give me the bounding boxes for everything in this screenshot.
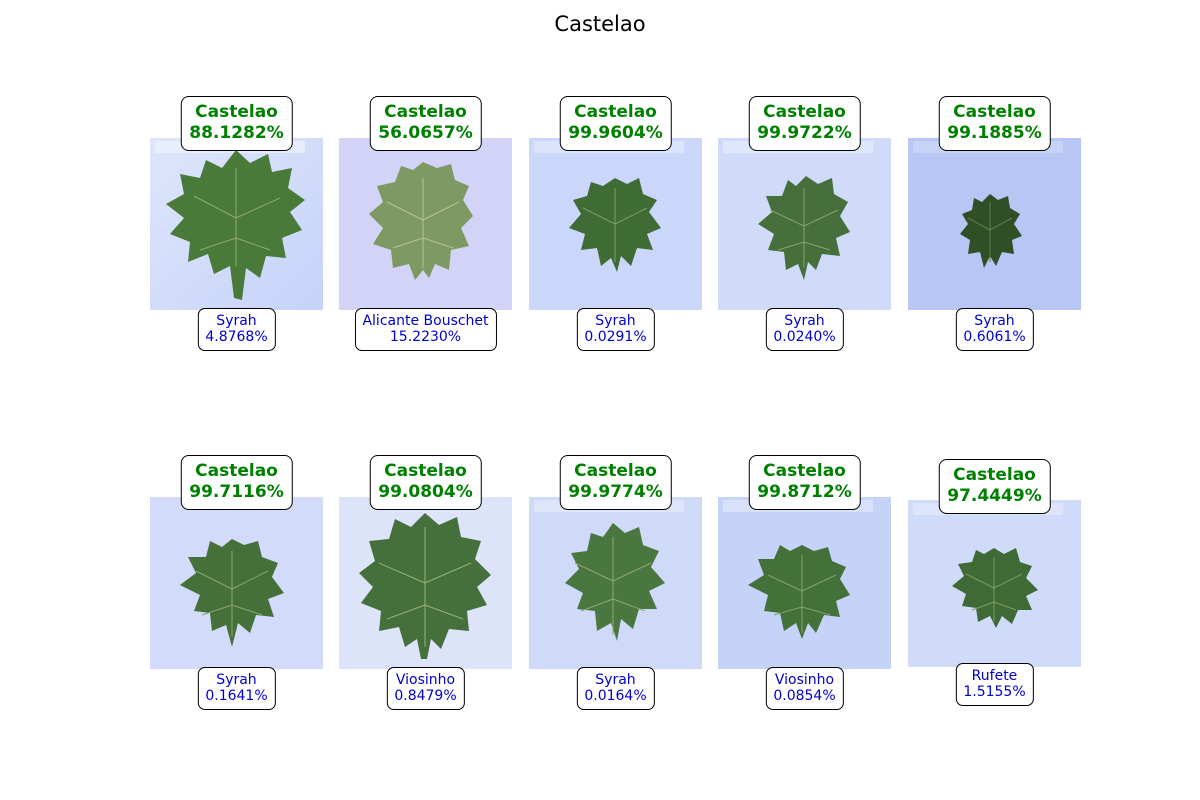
large-leaf-icon bbox=[339, 497, 512, 669]
lobed-leaf-icon bbox=[529, 497, 702, 669]
top-prediction-percent: 99.1885% bbox=[947, 123, 1042, 143]
top-prediction-percent: 99.9722% bbox=[757, 123, 852, 143]
second-prediction-label: Rufete bbox=[971, 668, 1018, 684]
small-dark-leaf-icon bbox=[908, 138, 1081, 310]
top-prediction-label: Castelao bbox=[574, 461, 657, 481]
top-prediction-percent: 99.9604% bbox=[568, 123, 663, 143]
prediction-panel: Castelao 99.9604% Syrah 0.0291% bbox=[529, 96, 702, 356]
top-prediction-box: Castelao 99.0804% bbox=[369, 455, 482, 510]
leaf-photo bbox=[718, 138, 891, 310]
top-prediction-box: Castelao 88.1282% bbox=[180, 96, 293, 151]
top-prediction-box: Castelao 99.1885% bbox=[938, 96, 1051, 151]
second-prediction-label: Syrah bbox=[974, 313, 1015, 329]
second-prediction-label: Viosinho bbox=[395, 672, 456, 688]
leaf-photo bbox=[339, 497, 512, 669]
top-prediction-box: Castelao 99.7116% bbox=[180, 455, 293, 510]
small-leaf-icon bbox=[908, 500, 1081, 667]
second-prediction-percent: 0.0240% bbox=[773, 329, 836, 345]
second-prediction-box: Alicante Bouschet 15.2230% bbox=[354, 308, 497, 351]
second-prediction-box: Syrah 0.6061% bbox=[955, 308, 1034, 351]
figure-title: Castelao bbox=[554, 12, 646, 36]
top-prediction-label: Castelao bbox=[195, 461, 278, 481]
leaf-icon bbox=[718, 138, 891, 310]
second-prediction-percent: 15.2230% bbox=[389, 329, 462, 345]
second-prediction-percent: 0.0164% bbox=[584, 688, 647, 704]
top-prediction-box: Castelao 99.9774% bbox=[559, 455, 672, 510]
prediction-panel: Castelao 99.1885% Syrah 0.6061% bbox=[908, 96, 1081, 356]
top-prediction-box: Castelao 99.9604% bbox=[559, 96, 672, 151]
leaf-photo bbox=[339, 138, 512, 310]
leaf-photo bbox=[529, 138, 702, 310]
second-prediction-label: Syrah bbox=[216, 672, 257, 688]
prediction-panel: Castelao 99.9774% Syrah 0.0164% bbox=[529, 455, 702, 715]
second-prediction-percent: 0.0291% bbox=[584, 329, 647, 345]
prediction-panel: Castelao 56.0657% Alicante Bouschet 15.2… bbox=[339, 96, 512, 356]
lobed-leaf-icon bbox=[529, 138, 702, 310]
second-prediction-percent: 0.0854% bbox=[773, 688, 836, 704]
second-prediction-box: Syrah 0.0291% bbox=[576, 308, 655, 351]
top-prediction-label: Castelao bbox=[763, 461, 846, 481]
top-prediction-label: Castelao bbox=[574, 102, 657, 122]
large-leaf-icon bbox=[150, 138, 323, 310]
second-prediction-box: Syrah 4.8768% bbox=[197, 308, 276, 351]
second-prediction-box: Syrah 0.0240% bbox=[765, 308, 844, 351]
second-prediction-percent: 1.5155% bbox=[963, 684, 1026, 700]
leaf-photo bbox=[150, 138, 323, 310]
top-prediction-label: Castelao bbox=[763, 102, 846, 122]
top-prediction-percent: 99.9774% bbox=[568, 482, 663, 502]
top-prediction-percent: 97.4449% bbox=[947, 486, 1042, 506]
prediction-panel: Castelao 88.1282% Syrah 4.8768% bbox=[150, 96, 323, 356]
top-prediction-label: Castelao bbox=[953, 102, 1036, 122]
second-prediction-label: Syrah bbox=[595, 313, 636, 329]
top-prediction-box: Castelao 97.4449% bbox=[938, 459, 1051, 514]
second-prediction-box: Rufete 1.5155% bbox=[955, 663, 1034, 706]
top-prediction-percent: 99.7116% bbox=[189, 482, 284, 502]
top-prediction-label: Castelao bbox=[384, 461, 467, 481]
second-prediction-label: Alicante Bouschet bbox=[362, 313, 489, 329]
leaf-icon bbox=[718, 497, 891, 669]
second-prediction-percent: 4.8768% bbox=[205, 329, 268, 345]
leaf-photo bbox=[718, 497, 891, 669]
prediction-panel: Castelao 97.4449% Rufete 1.5155% bbox=[908, 459, 1081, 715]
pale-leaf-icon bbox=[339, 138, 512, 310]
top-prediction-percent: 88.1282% bbox=[189, 123, 284, 143]
second-prediction-box: Viosinho 0.8479% bbox=[386, 667, 465, 710]
top-prediction-box: Castelao 99.8712% bbox=[748, 455, 861, 510]
top-prediction-box: Castelao 56.0657% bbox=[369, 96, 482, 151]
leaf-icon bbox=[150, 497, 323, 669]
top-prediction-percent: 99.0804% bbox=[378, 482, 473, 502]
second-prediction-box: Syrah 0.0164% bbox=[576, 667, 655, 710]
leaf-photo bbox=[908, 500, 1081, 667]
prediction-panel: Castelao 99.8712% Viosinho 0.0854% bbox=[718, 455, 891, 715]
second-prediction-percent: 0.6061% bbox=[963, 329, 1026, 345]
leaf-photo bbox=[150, 497, 323, 669]
second-prediction-percent: 0.8479% bbox=[394, 688, 457, 704]
second-prediction-label: Syrah bbox=[595, 672, 636, 688]
prediction-panel: Castelao 99.7116% Syrah 0.1641% bbox=[150, 455, 323, 715]
top-prediction-percent: 56.0657% bbox=[378, 123, 473, 143]
top-prediction-box: Castelao 99.9722% bbox=[748, 96, 861, 151]
second-prediction-label: Syrah bbox=[216, 313, 257, 329]
leaf-photo bbox=[908, 138, 1081, 310]
leaf-photo bbox=[529, 497, 702, 669]
second-prediction-box: Syrah 0.1641% bbox=[197, 667, 276, 710]
prediction-panel: Castelao 99.9722% Syrah 0.0240% bbox=[718, 96, 891, 356]
prediction-panel: Castelao 99.0804% Viosinho 0.8479% bbox=[339, 455, 512, 715]
second-prediction-label: Viosinho bbox=[774, 672, 835, 688]
second-prediction-label: Syrah bbox=[784, 313, 825, 329]
second-prediction-box: Viosinho 0.0854% bbox=[765, 667, 844, 710]
top-prediction-percent: 99.8712% bbox=[757, 482, 852, 502]
top-prediction-label: Castelao bbox=[953, 465, 1036, 485]
top-prediction-label: Castelao bbox=[384, 102, 467, 122]
second-prediction-percent: 0.1641% bbox=[205, 688, 268, 704]
top-prediction-label: Castelao bbox=[195, 102, 278, 122]
